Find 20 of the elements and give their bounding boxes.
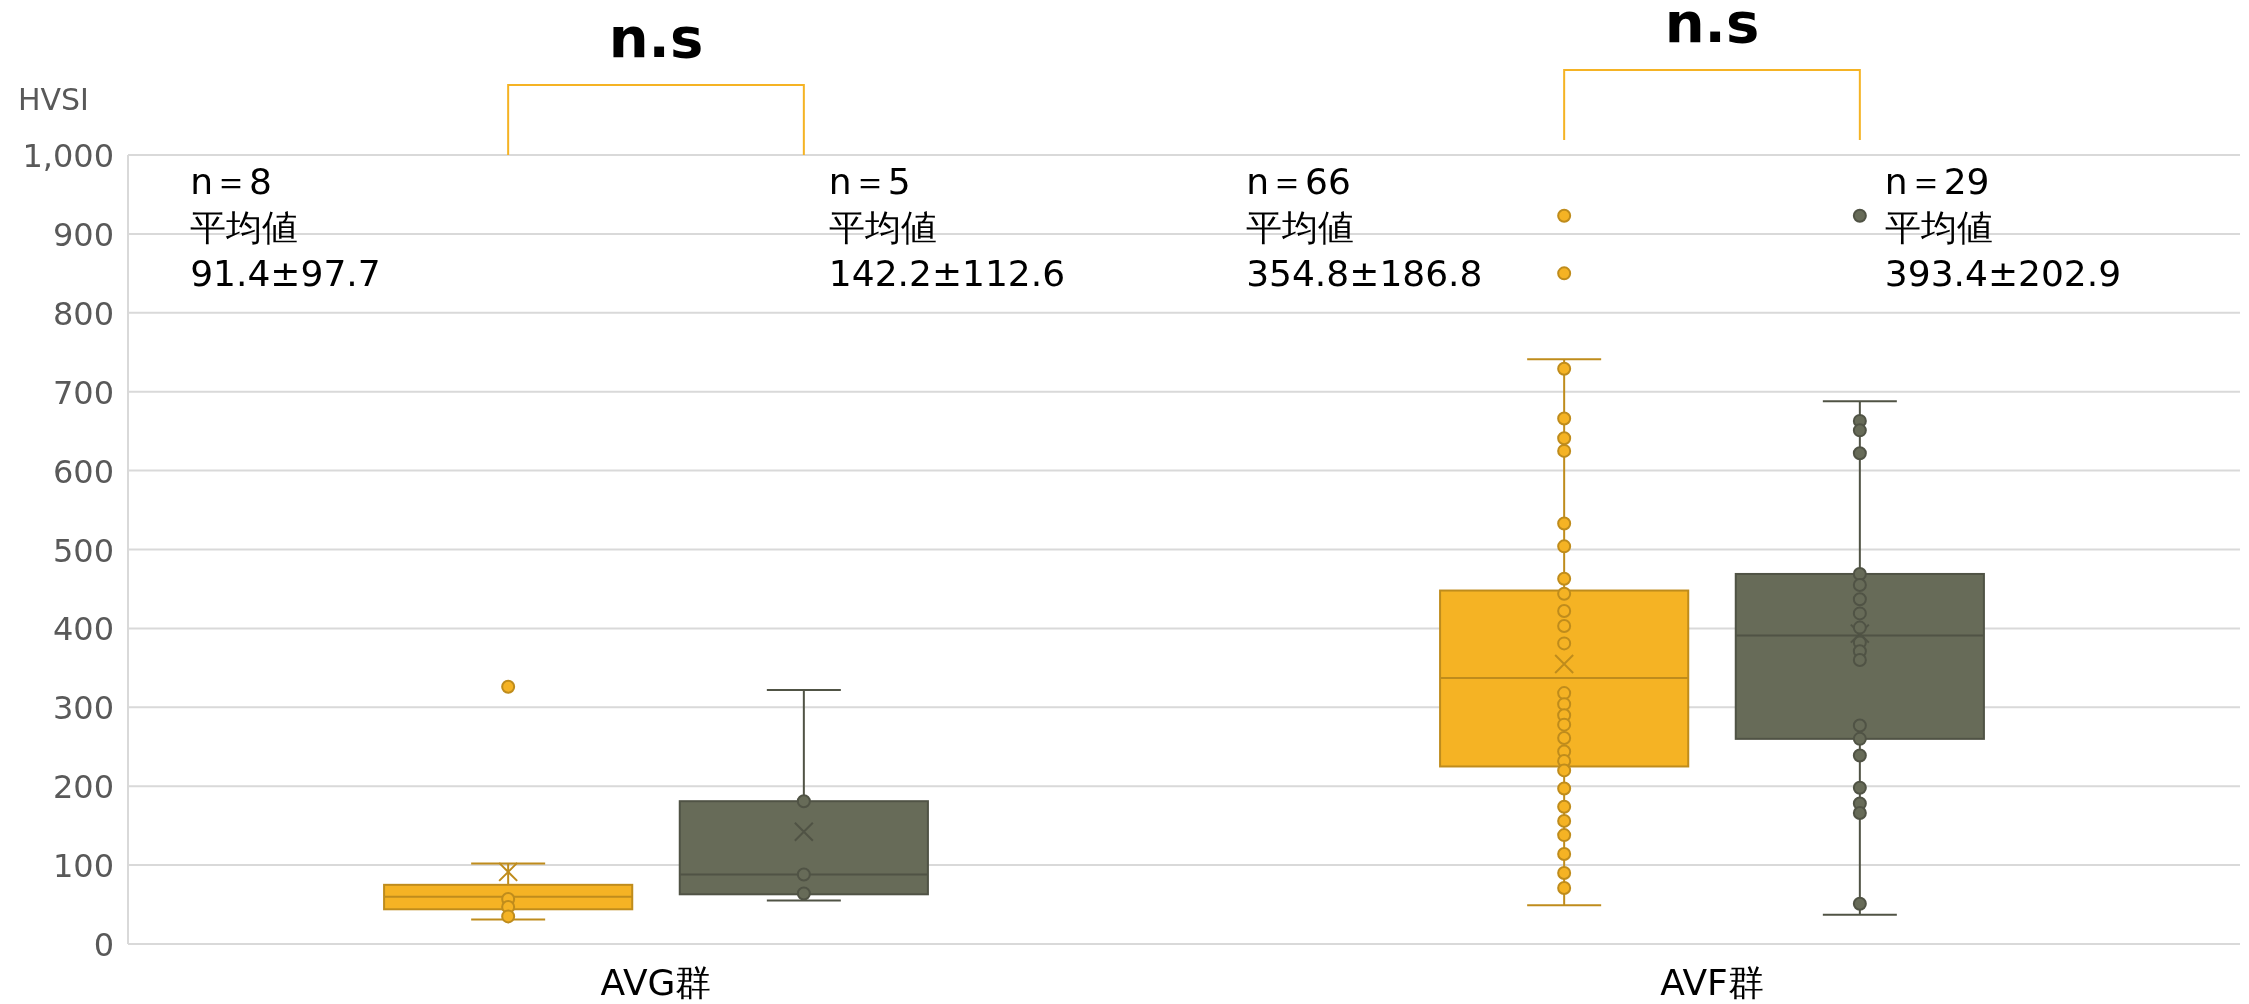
annotation: n＝5 平均値 142.2±112.6 xyxy=(828,161,1066,294)
text: n.s xyxy=(1664,0,1760,55)
y-tick-label: 300 xyxy=(52,689,114,728)
y-tick-label: 500 xyxy=(52,531,114,570)
text: n.s xyxy=(608,5,704,70)
y-tick-label: 900 xyxy=(52,215,114,254)
y-tick-label: 700 xyxy=(52,373,114,412)
annotation: n＝29 平均値 393.4±202.9 xyxy=(1884,161,2122,294)
annotation: n＝8 平均値 91.4±97.7 xyxy=(190,161,381,294)
y-tick-label: 0 xyxy=(93,926,114,964)
y-tick-label: 400 xyxy=(52,610,114,649)
y-tick-label: 200 xyxy=(52,768,114,807)
y-axis-title: HVSI xyxy=(18,82,89,117)
annotation: n＝66 平均値 354.8±186.8 xyxy=(1246,161,1483,294)
y-tick-label: 100 xyxy=(52,847,114,886)
y-tick-label: 600 xyxy=(52,452,114,491)
x-tick-label: AVF群 xyxy=(1660,962,1764,1003)
x-tick-label: AVG群 xyxy=(600,962,712,1003)
y-tick-label: 800 xyxy=(52,294,114,333)
y-tick-label: 1,000 xyxy=(22,137,114,175)
